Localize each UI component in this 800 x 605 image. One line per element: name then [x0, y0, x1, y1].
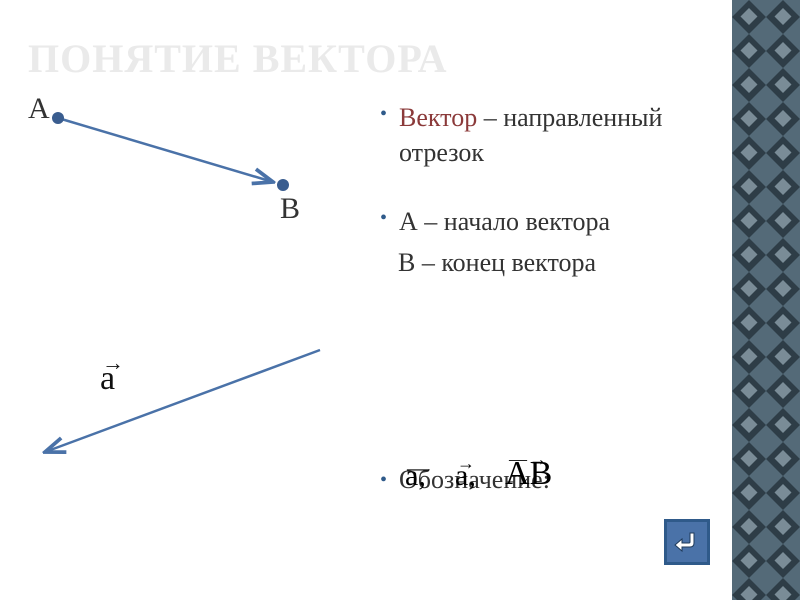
return-button[interactable]: [664, 519, 710, 565]
bullet-icon: •: [380, 100, 387, 128]
item2b-text: В – конец вектора: [398, 245, 730, 280]
vector-diagram: [0, 0, 800, 600]
notation-row: • Обозначение: —a, →a, —→AB: [380, 455, 760, 505]
bullet-item-2: • А – начало вектора: [380, 204, 730, 239]
notation-a-arrow: →a,: [455, 459, 476, 493]
content-column: • Вектор – направленный отрезок • А – на…: [380, 100, 730, 280]
notation-a-bar: —a,: [405, 459, 426, 493]
point-label-a: А: [28, 92, 50, 126]
bullet-item-1: • Вектор – направленный отрезок: [380, 100, 730, 170]
vector-term: Вектор: [399, 103, 477, 132]
bullet-icon: •: [380, 469, 387, 492]
item2-text: А – начало вектора: [399, 204, 610, 239]
notation-ab-arrow: —→AB: [505, 455, 552, 493]
return-icon: [672, 529, 702, 555]
point-label-b: В: [280, 192, 300, 226]
bullet-icon: •: [380, 204, 387, 232]
vector-a-label: → a: [100, 360, 115, 398]
